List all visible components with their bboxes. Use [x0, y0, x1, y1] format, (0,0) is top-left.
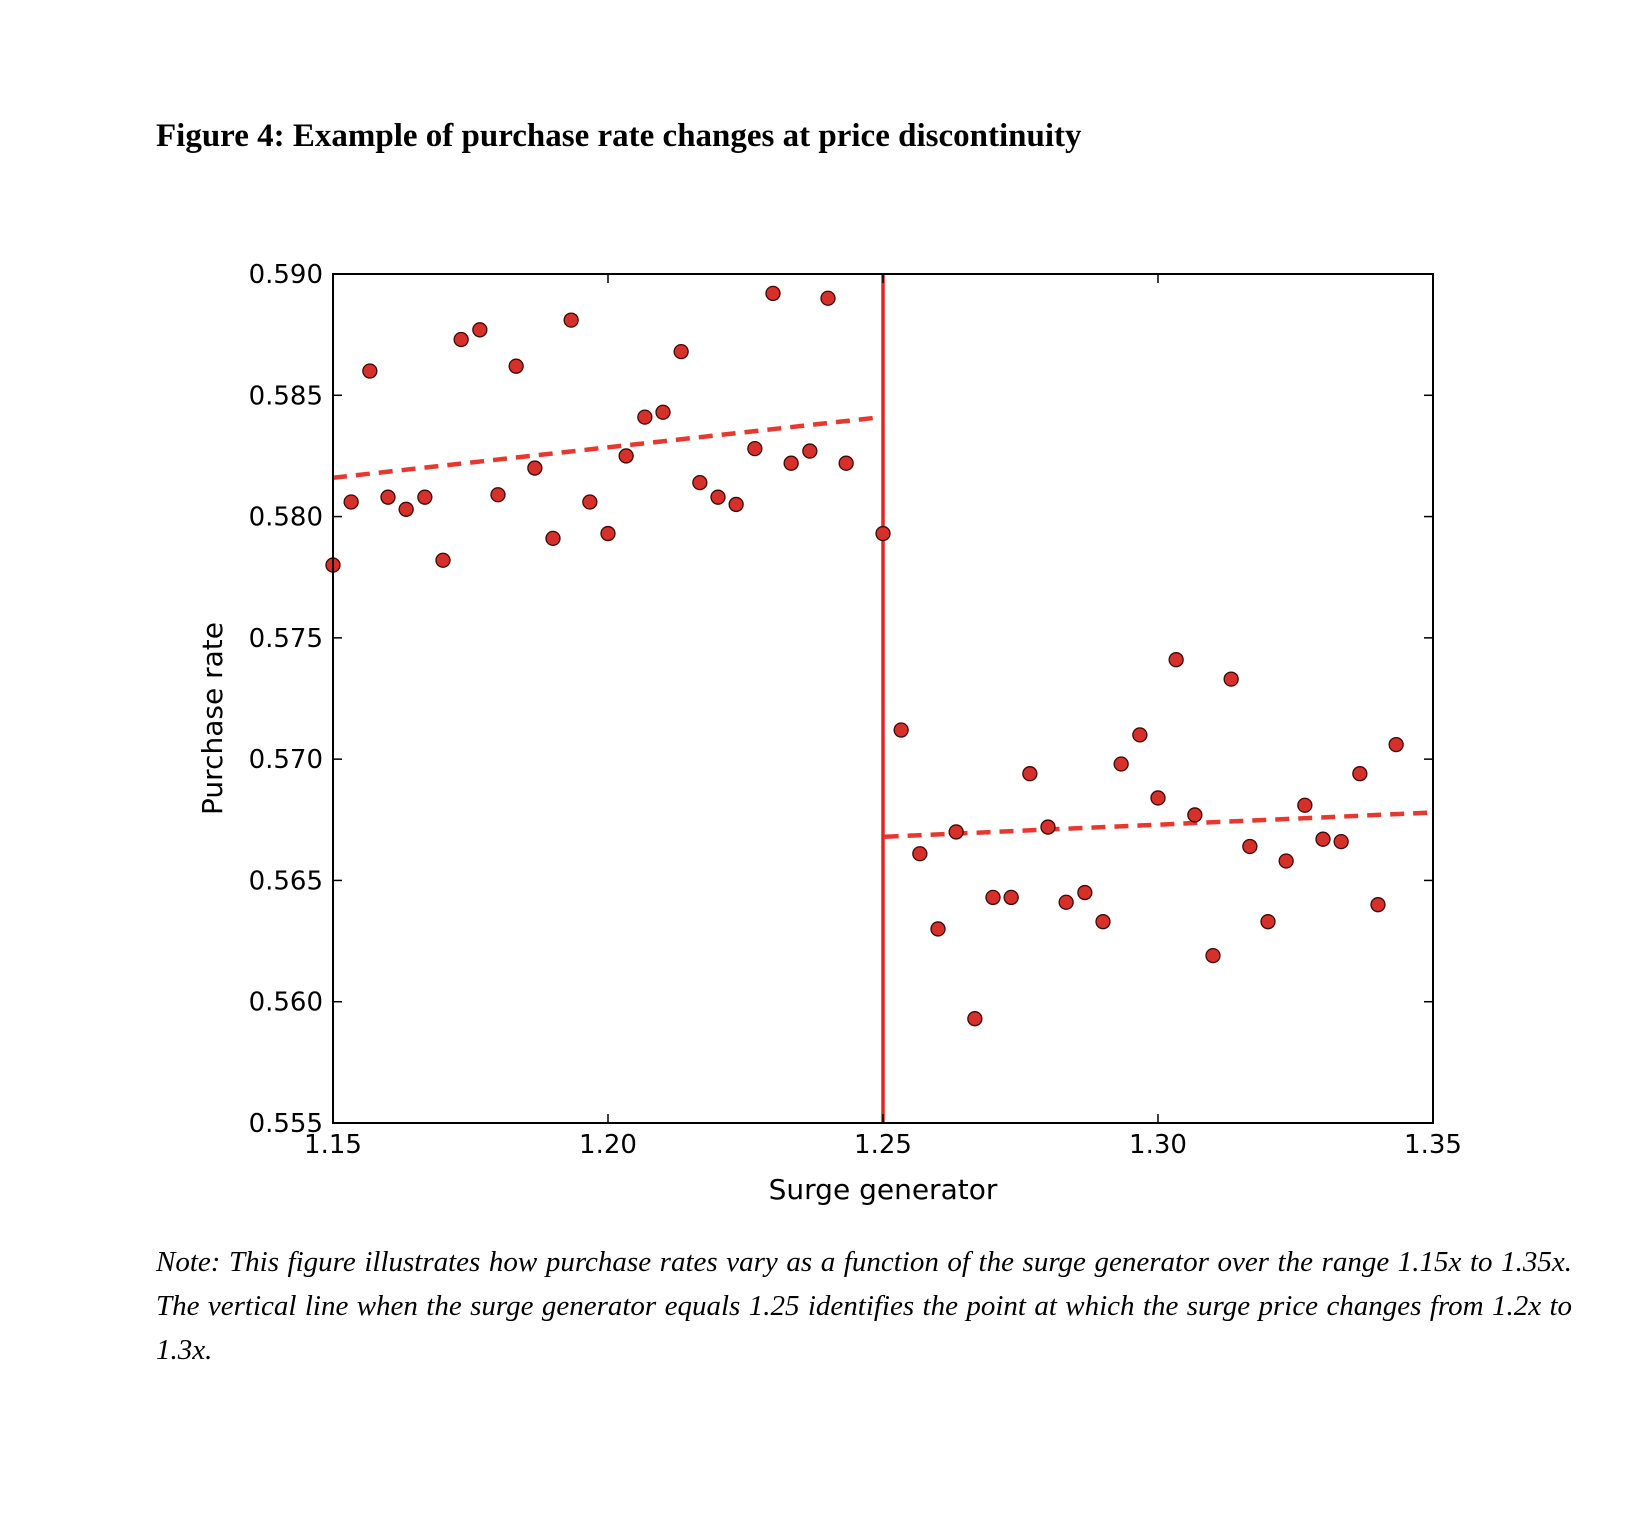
data-point	[527, 460, 543, 476]
data-point	[802, 443, 818, 459]
data-point	[618, 448, 634, 464]
data-point	[380, 489, 396, 505]
y-axis-label: Purchase rate	[196, 622, 229, 815]
data-point	[1370, 897, 1386, 913]
data-point	[600, 525, 616, 542]
y-tick-label: 0.560	[249, 988, 323, 1018]
data-point	[728, 496, 744, 513]
data-point	[1058, 894, 1074, 910]
y-tick-label: 0.565	[249, 866, 323, 896]
x-axis-label: Surge generator	[769, 1173, 998, 1206]
data-point	[1297, 797, 1313, 813]
data-point	[838, 455, 854, 471]
figure-note: Note: This figure illustrates how purcha…	[156, 1246, 1572, 1366]
data-point	[1223, 671, 1239, 687]
data-point	[1132, 727, 1148, 743]
data-point	[1095, 914, 1111, 930]
data-point	[563, 312, 579, 328]
data-point	[893, 722, 909, 738]
data-point	[1260, 914, 1276, 930]
data-point	[343, 494, 359, 510]
data-point	[655, 404, 671, 420]
data-point	[1388, 736, 1404, 753]
data-point	[875, 525, 891, 542]
x-tick-label: 1.25	[854, 1130, 912, 1160]
data-point	[435, 552, 451, 568]
data-point	[1077, 884, 1093, 901]
data-point	[1150, 790, 1166, 806]
axes: 1.15 1.20 1.25 1.30 1.35 0.555 0.560 0.565 0.570…	[249, 260, 1462, 1160]
data-point	[1205, 947, 1221, 964]
y-tick-label: 0.580	[249, 503, 323, 533]
y-tick-label: 0.585	[249, 381, 323, 411]
data-point	[508, 358, 524, 374]
data-point	[582, 494, 598, 510]
x-tick-label: 1.35	[1404, 1130, 1462, 1160]
data-point	[1278, 853, 1294, 869]
x-tick-label: 1.15	[304, 1130, 362, 1160]
data-point	[545, 530, 561, 547]
fit-line-right	[884, 810, 1434, 840]
data-point	[1168, 652, 1184, 668]
data-point	[1352, 766, 1368, 782]
data-point	[765, 285, 781, 302]
data-point	[1113, 756, 1129, 772]
data-point	[783, 455, 799, 471]
data-point	[985, 889, 1001, 906]
data-point	[637, 409, 653, 425]
data-point	[417, 489, 433, 505]
data-point	[1022, 766, 1038, 782]
data-point	[398, 501, 414, 517]
data-point	[472, 322, 488, 338]
data-point	[967, 1011, 983, 1027]
x-tick-label: 1.20	[579, 1130, 637, 1160]
data-point	[710, 489, 726, 505]
fit-line-left	[332, 414, 882, 480]
y-tick-label: 0.575	[249, 624, 323, 654]
data-point	[1333, 833, 1349, 850]
data-point	[930, 921, 946, 937]
data-point	[1315, 831, 1331, 847]
data-point	[1040, 819, 1056, 835]
y-tick-label: 0.555	[249, 1109, 323, 1139]
data-point	[490, 487, 506, 503]
data-point	[820, 290, 836, 306]
data-point	[912, 846, 928, 862]
data-point	[747, 441, 763, 457]
data-point	[673, 343, 689, 360]
plot-area	[325, 274, 1434, 1123]
data-point	[453, 331, 469, 348]
data-point	[1187, 807, 1203, 823]
y-tick-label: 0.570	[249, 745, 323, 775]
figure-title: Figure 4: Example of purchase rate chang…	[156, 118, 1082, 154]
data-point	[1242, 838, 1258, 855]
y-tick-label: 0.590	[249, 260, 323, 290]
data-point	[948, 824, 964, 840]
data-point	[362, 363, 378, 379]
data-point	[692, 474, 708, 491]
data-point	[1003, 889, 1019, 906]
x-tick-label: 1.30	[1129, 1130, 1187, 1160]
